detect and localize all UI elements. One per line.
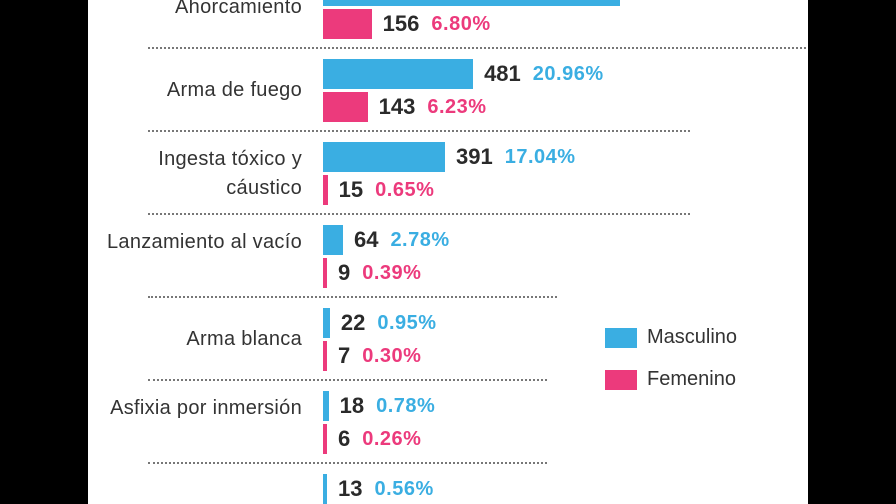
value-label-masculino: 18 xyxy=(339,393,365,418)
percent-label-masculino: 2.78% xyxy=(390,228,450,251)
percent-label-femenino: 0.30% xyxy=(362,344,422,367)
bar-masculino xyxy=(323,225,343,255)
percent-label-femenino: 6.23% xyxy=(427,95,487,118)
bar-row-masculino: 64 2.78% xyxy=(323,225,450,255)
percent-label-femenino: 0.39% xyxy=(362,261,422,284)
percent-label-masculino: 17.04% xyxy=(504,145,576,168)
bar-row-masculino: 481 20.96% xyxy=(323,59,604,89)
divider xyxy=(148,296,557,298)
bar-row-masculino: 18 0.78% xyxy=(323,391,435,421)
percent-label-femenino: 0.65% xyxy=(375,178,435,201)
percent-label-masculino: 0.95% xyxy=(377,311,437,334)
divider xyxy=(148,379,547,381)
bar-row-femenino: 9 0.39% xyxy=(323,258,421,288)
bar-row-femenino: 15 0.65% xyxy=(323,175,434,205)
percent-label-masculino: 0.56% xyxy=(374,477,434,500)
value-label-femenino: 6 xyxy=(338,426,351,451)
bar-masculino xyxy=(323,391,329,421)
value-label-masculino: 13 xyxy=(338,476,363,501)
bar-row-masculino: 391 17.04% xyxy=(323,142,576,172)
category-label: Lanzamiento al vacío xyxy=(106,231,302,253)
bar-row-masculino xyxy=(323,0,621,6)
bar-row-femenino: 6 0.26% xyxy=(323,424,421,454)
bar-femenino xyxy=(323,341,327,371)
bar-femenino xyxy=(323,424,327,454)
bar-femenino xyxy=(323,258,327,288)
bar-row-femenino: 156 6.80% xyxy=(323,9,491,39)
legend-masculino: Masculino xyxy=(605,326,737,349)
divider xyxy=(148,130,690,132)
percent-label-masculino: 20.96% xyxy=(532,62,604,85)
bar-masculino xyxy=(323,142,445,172)
value-label-femenino: 143 xyxy=(378,94,416,119)
chart-canvas: Masculino Femenino Ahorcamiento 156 6.80% A… xyxy=(88,0,808,504)
legend-femenino: Femenino xyxy=(605,368,736,391)
bar-row-femenino: 7 0.30% xyxy=(323,341,421,371)
value-label-masculino: 391 xyxy=(455,144,493,169)
category-label: Arma de fuego xyxy=(166,79,302,101)
bar-row-masculino: 13 0.56% xyxy=(323,474,434,504)
bar-masculino xyxy=(323,59,474,89)
bar-femenino xyxy=(323,9,372,39)
percent-label-femenino: 6.80% xyxy=(431,12,491,35)
bar-row-femenino: 143 6.23% xyxy=(323,92,487,122)
category-label: Arma blanca xyxy=(186,328,302,350)
legend-swatch-masculino xyxy=(605,327,637,348)
legend-label-femenino: Femenino xyxy=(647,368,736,390)
value-label-femenino: 156 xyxy=(382,11,420,36)
percent-label-masculino: 0.78% xyxy=(376,394,436,417)
category-label: Ingesta tóxico y cáustico xyxy=(158,148,302,199)
divider xyxy=(148,462,547,464)
legend-swatch-femenino xyxy=(605,369,637,390)
bar-masculino xyxy=(323,308,330,338)
bar-femenino xyxy=(323,92,368,122)
category-label: Asfixia por inmersión xyxy=(110,397,302,419)
value-label-femenino: 9 xyxy=(338,260,351,285)
legend-label-masculino: Masculino xyxy=(647,326,738,348)
bar-femenino xyxy=(323,175,328,205)
value-label-masculino: 481 xyxy=(484,61,521,86)
bar-row-masculino: 22 0.95% xyxy=(323,308,437,338)
value-label-masculino: 64 xyxy=(353,227,379,252)
value-label-masculino: 22 xyxy=(340,310,366,335)
bar-masculino xyxy=(323,0,621,6)
value-label-femenino: 7 xyxy=(338,343,351,368)
category-label: Ahorcamiento xyxy=(175,0,302,18)
percent-label-femenino: 0.26% xyxy=(362,427,422,450)
divider xyxy=(148,47,808,49)
bar-masculino xyxy=(323,474,328,504)
value-label-femenino: 15 xyxy=(338,177,364,202)
divider xyxy=(148,213,690,215)
